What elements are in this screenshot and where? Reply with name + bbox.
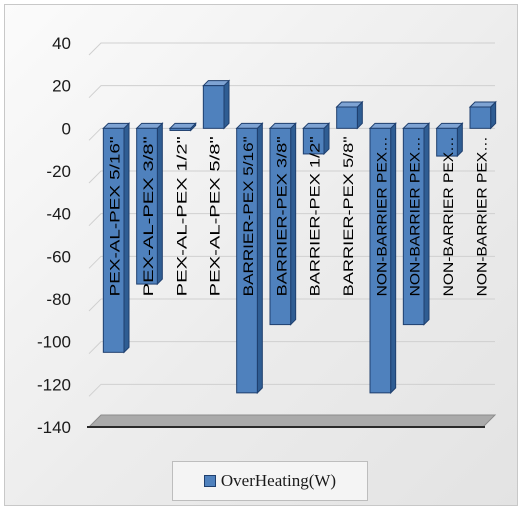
category-label: NON-BARRIER PEX… [373,136,389,296]
y-tick-label: -20 [46,162,71,181]
bar-top [268,122,297,129]
legend-label: OverHeating(W) [220,471,337,490]
y-tick-label: -60 [46,247,71,266]
category-label: NON-BARRIER PEX… [407,136,423,296]
bar-top [168,122,197,129]
bar [102,122,131,354]
gridlines [88,42,495,397]
bar-front [202,85,225,129]
bar-front [102,127,125,353]
bar-side [290,122,297,326]
bar-side [390,122,397,395]
category-label: NON-BARRIER PEX… [440,136,456,296]
gridline [88,127,495,141]
category-label: BARRIER-PEX 5/16" [240,136,256,296]
category-label: PEX-AL-PEX 5/16" [107,136,123,296]
chart-frame: 40 20 0 -20 -40 -60 -80 -100 -120 -140 PEX-AL-PEX… [4,4,518,506]
gridline [88,213,495,227]
bar-side [256,122,263,395]
legend-swatch [203,475,216,487]
bar-top [102,122,131,129]
bar [435,122,464,158]
bar [168,122,197,132]
bar-front [236,127,258,394]
gridline [88,42,495,56]
bar-top [402,122,431,129]
bar-front [436,127,458,157]
bar-top [235,122,264,129]
category-label: PEX-AL-PEX 1/2" [173,136,189,296]
bar-side [123,122,130,354]
bar [368,122,397,395]
y-tick-label: -40 [46,205,71,224]
chart-floor [87,414,497,428]
bar-top [468,101,497,108]
bar-side [423,122,430,326]
gridline [88,255,495,269]
bar-top [368,122,397,129]
category-label: BARRIER-PEX 3/8" [273,136,289,296]
bar-top [335,101,364,108]
bar [235,122,264,395]
category-label: PEX-AL-PEX 3/8" [140,136,156,296]
bar-top [435,122,464,129]
bar-top [302,122,331,129]
gridline [88,383,495,397]
y-axis-ticks: 40 20 0 -20 -40 -60 -80 -100 -120 -140 [37,34,71,437]
y-tick-label: -140 [37,418,71,437]
bar [468,100,497,130]
bar [268,122,297,326]
category-label: BARRIER-PEX 5/8" [340,136,356,296]
y-tick-label: -80 [46,290,71,309]
bar-front [169,127,192,131]
y-tick-label: 0 [62,119,71,138]
bar-front [336,106,358,129]
bar-front [369,127,392,394]
y-tick-label: 40 [52,34,71,53]
bar-chart: 40 20 0 -20 -40 -60 -80 -100 -120 -140 PEX-AL-PEX… [37,34,497,437]
category-label: NON-BARRIER PEX… [473,136,489,296]
gridline [88,170,495,184]
bar-side [223,79,230,130]
bar [135,122,164,286]
bar-front [302,127,325,155]
category-label: BARRIER-PEX 1/2" [307,136,323,296]
bar [302,122,331,156]
bar [402,122,431,326]
category-label: PEX-AL-PEX 5/8" [207,136,223,296]
bar-front [136,127,158,285]
bar-front [269,127,292,326]
bar-front [402,127,425,326]
bar-front [469,106,492,129]
bar-side [156,122,163,286]
gridline [88,341,495,355]
legend: OverHeating(W) [172,461,368,501]
bar [335,100,364,130]
bar-top [135,122,164,129]
bar [202,79,231,130]
bars [102,79,497,395]
y-tick-label: -100 [37,333,71,352]
category-labels: PEX-AL-PEX 5/16" PEX-AL-PEX 3/8" PEX-AL-PE… [107,136,490,296]
bar-top [202,80,231,87]
y-tick-label: -120 [37,375,71,394]
floor-plane [87,414,497,428]
gridline [88,85,495,99]
gridline [88,298,495,312]
y-tick-label: 20 [52,77,71,96]
